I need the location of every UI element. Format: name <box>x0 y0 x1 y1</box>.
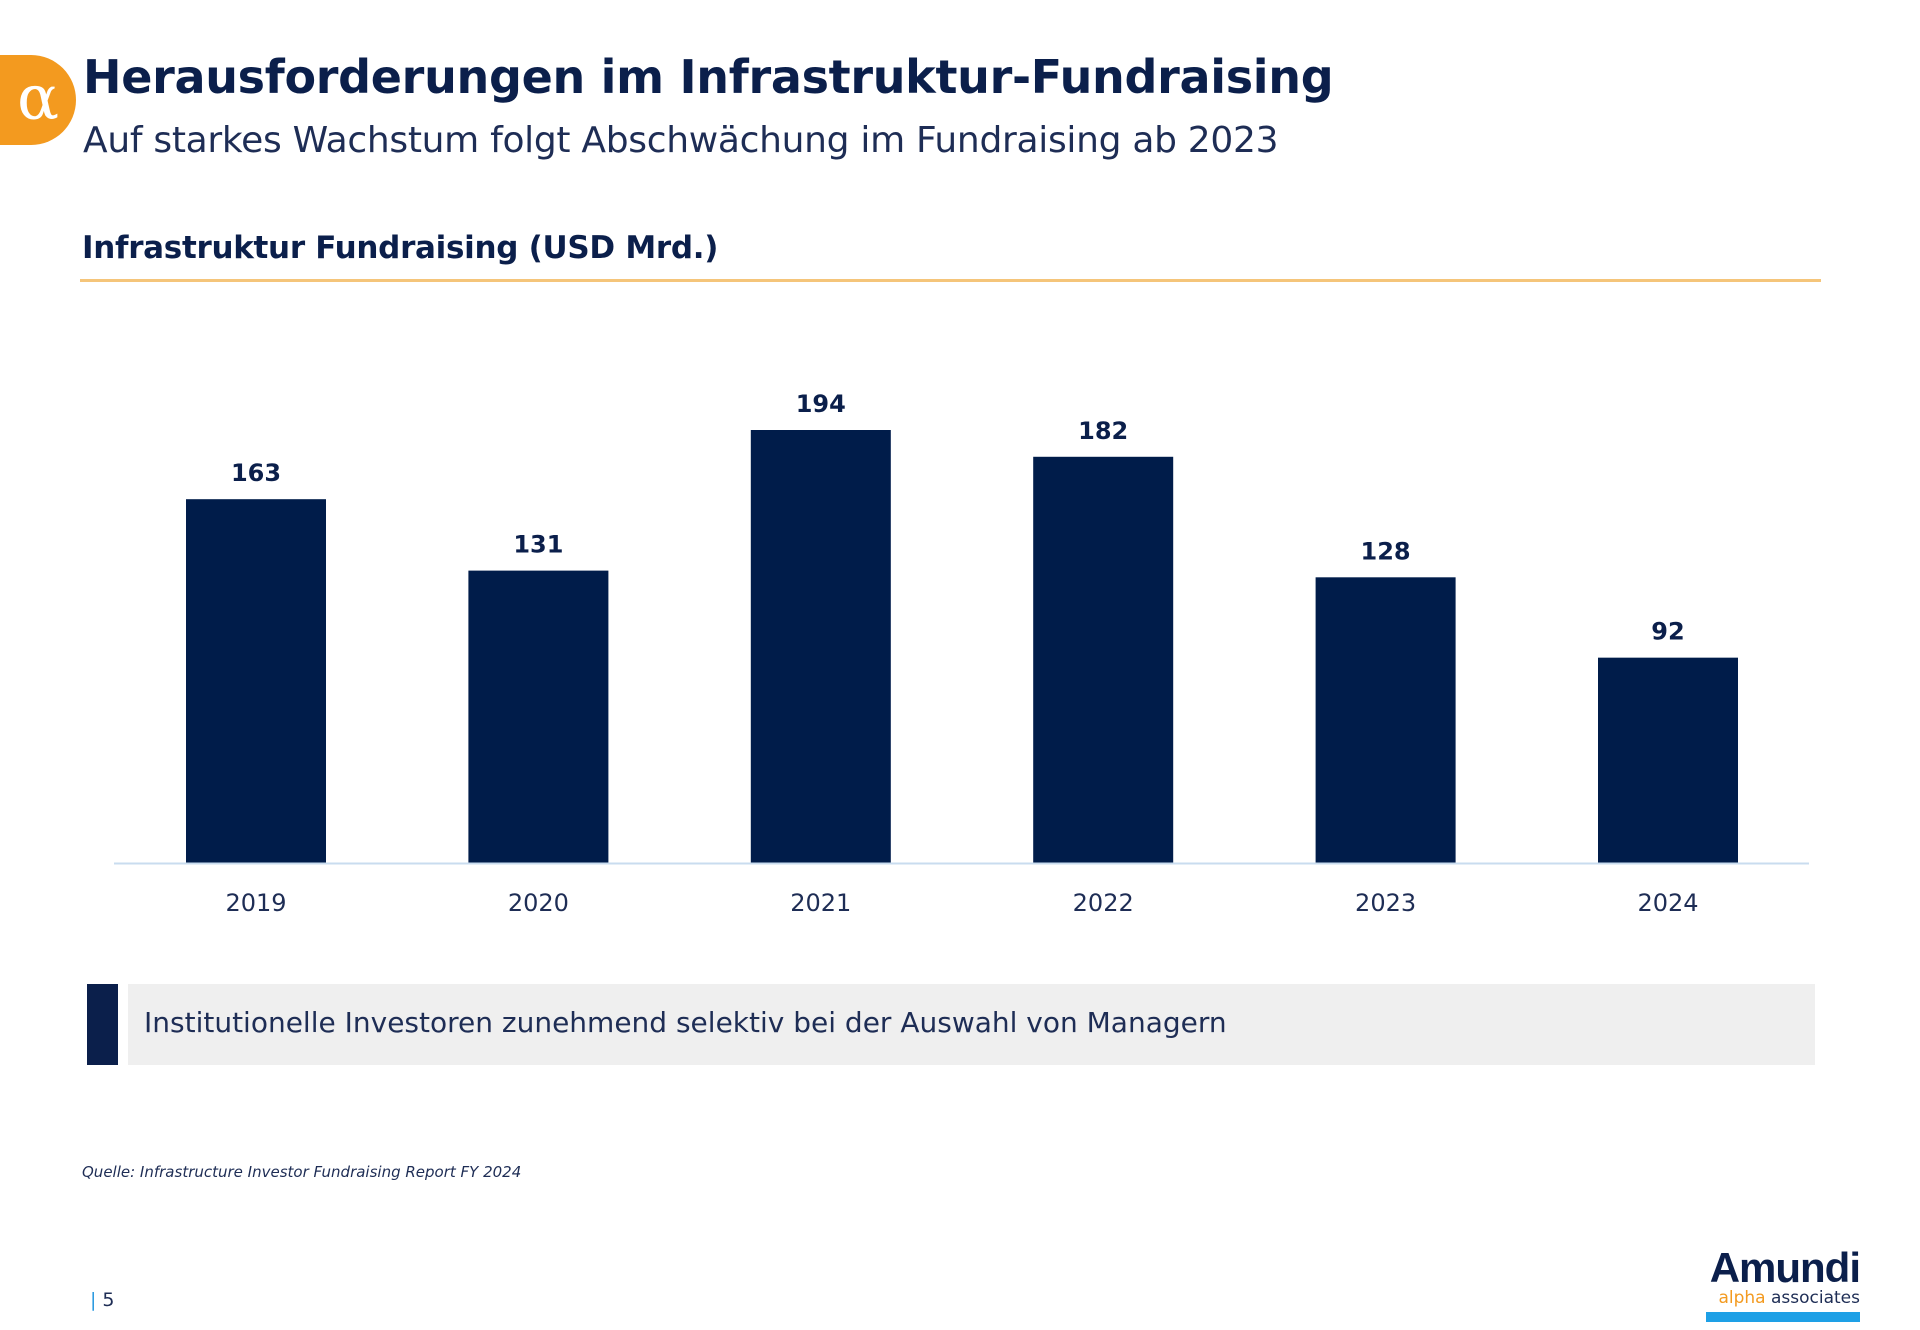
page-divider: | <box>90 1289 97 1311</box>
bar-2019 <box>186 499 326 863</box>
x-tick-label-2020: 2020 <box>508 889 569 917</box>
page-number: | 5 <box>90 1289 115 1311</box>
x-tick-label-2021: 2021 <box>790 889 851 917</box>
data-label-2021: 194 <box>796 390 846 418</box>
logo-associates-text: associates <box>1770 1288 1860 1308</box>
logo-alpha-text: alpha <box>1718 1288 1766 1308</box>
data-label-2020: 131 <box>513 531 563 559</box>
logo-stripe <box>1706 1312 1860 1322</box>
callout-accent-bar <box>87 984 118 1065</box>
bar-2022 <box>1033 456 1174 863</box>
data-label-2024: 92 <box>1651 618 1684 646</box>
logo-sub-text: alpha associates <box>1700 1288 1860 1308</box>
bar-chart: 163 2019 131 2020 194 2021 182 2022 128 2023 92 202… <box>114 390 1809 917</box>
callout-box <box>128 984 1815 1065</box>
x-tick-label-2024: 2024 <box>1637 889 1698 917</box>
bar-2021 <box>750 430 891 863</box>
x-tick-label-2023: 2023 <box>1355 889 1416 917</box>
x-tick-label-2022: 2022 <box>1073 889 1134 917</box>
page-number-value: 5 <box>102 1289 115 1311</box>
data-label-2023: 128 <box>1361 537 1411 565</box>
data-label-2022: 182 <box>1078 417 1128 445</box>
chart-title: Infrastruktur Fundraising (USD Mrd.) <box>82 230 719 266</box>
bar-2020 <box>468 570 609 863</box>
amundi-logo: Amundi alpha associates <box>1700 1244 1861 1326</box>
alpha-logo-badge: α <box>0 55 76 145</box>
bar-2024 <box>1598 657 1738 863</box>
data-label-2019: 163 <box>231 459 281 487</box>
bar-2023 <box>1315 577 1456 863</box>
page-subtitle: Auf starkes Wachstum folgt Abschwächung … <box>83 120 1279 161</box>
callout-text: Institutionelle Investoren zunehmend sel… <box>144 1006 1227 1039</box>
title-divider <box>80 279 1821 282</box>
logo-main-text: Amundi <box>1709 1244 1861 1291</box>
source-note: Quelle: Infrastructure Investor Fundrais… <box>82 1163 522 1181</box>
page-title: Herausforderungen im Infrastruktur-Fundr… <box>83 50 1334 104</box>
x-tick-label-2019: 2019 <box>225 889 286 917</box>
